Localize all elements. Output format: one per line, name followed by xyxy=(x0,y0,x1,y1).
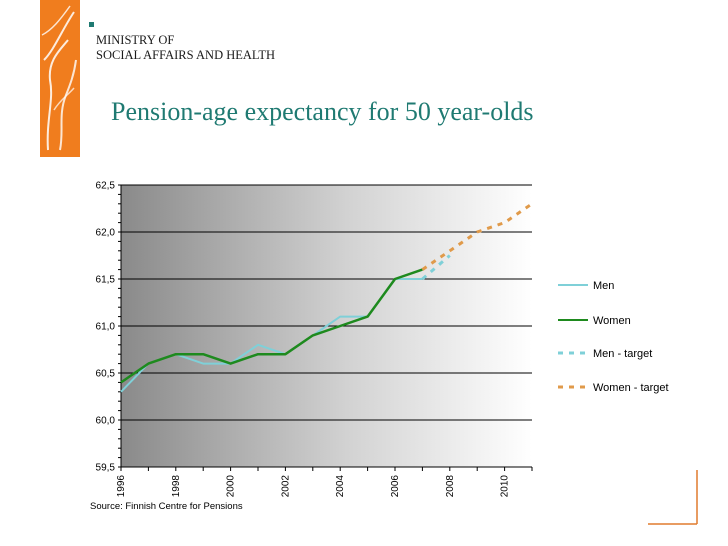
y-tick-label: 60,5 xyxy=(96,369,116,380)
legend-label: Men xyxy=(593,280,614,292)
y-tick-label: 62,5 xyxy=(96,181,116,192)
y-tick-label: 61,5 xyxy=(96,275,116,286)
x-tick-label: 2010 xyxy=(500,475,511,498)
y-tick-label: 61,0 xyxy=(96,322,116,333)
legend-label: Women xyxy=(593,315,631,327)
header-bullet xyxy=(89,22,94,27)
page-title: Pension-age expectancy for 50 year-olds xyxy=(111,97,534,126)
y-tick-label: 62,0 xyxy=(96,228,116,239)
corner-frame xyxy=(648,470,698,525)
x-tick-label: 2008 xyxy=(445,475,456,498)
x-tick-label: 1998 xyxy=(171,475,182,498)
series-line-women-target xyxy=(421,202,533,271)
legend-label: Women - target xyxy=(593,382,669,394)
ministry-logo xyxy=(40,0,80,157)
legend-label: Men - target xyxy=(593,348,652,360)
y-tick-label: 60,0 xyxy=(96,416,116,427)
x-tick-label: 2000 xyxy=(226,475,237,498)
y-tick-label: 59,5 xyxy=(96,463,116,474)
ministry-line-2: SOCIAL AFFAIRS AND HEALTH xyxy=(96,48,276,62)
x-tick-label: 2002 xyxy=(280,475,291,498)
x-tick-label: 1996 xyxy=(116,475,127,498)
source-note: Source: Finnish Centre for Pensions xyxy=(90,501,243,512)
ministry-name: MINISTRY OF SOCIAL AFFAIRS AND HEALTH xyxy=(96,33,275,63)
series-line-women xyxy=(120,268,423,384)
ministry-line-1: MINISTRY OF xyxy=(96,33,175,47)
x-tick-label: 2004 xyxy=(335,475,346,498)
x-tick-label: 2006 xyxy=(390,475,401,498)
